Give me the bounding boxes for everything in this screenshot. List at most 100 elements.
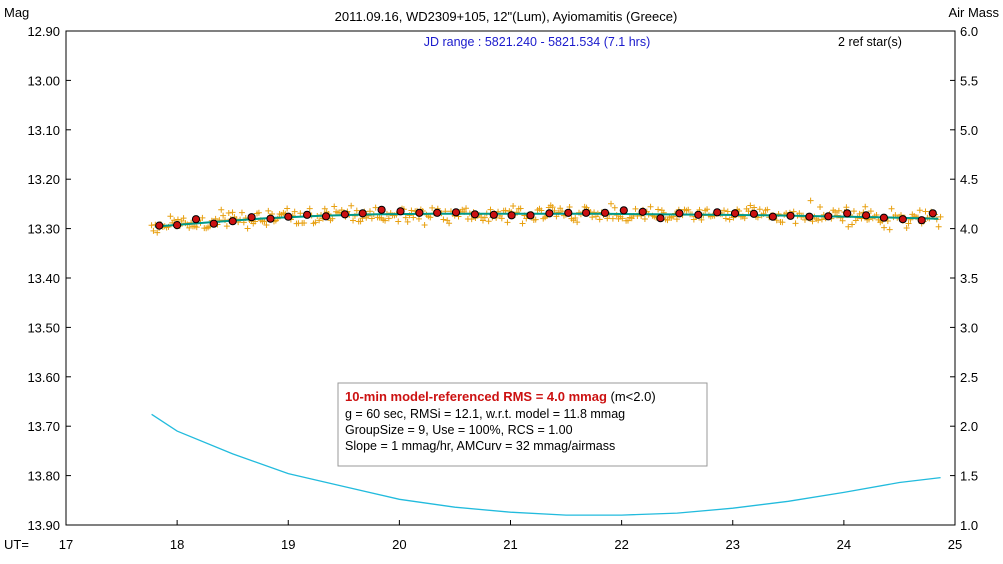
binned-point — [173, 221, 182, 230]
ref-stars-label: 2 ref star(s) — [838, 35, 902, 49]
raw-point — [517, 205, 524, 212]
stats-box: 10-min model-referenced RMS = 4.0 mmag (… — [337, 382, 708, 467]
binned-point — [321, 212, 331, 221]
raw-point — [698, 216, 705, 223]
raw-point — [167, 213, 174, 220]
raw-point — [664, 217, 671, 224]
binned-point — [526, 211, 535, 220]
raw-point — [427, 214, 434, 221]
raw-point — [572, 214, 579, 221]
raw-point — [849, 221, 856, 228]
chart-title: 2011.09.16, WD2309+105, 12"(Lum), Ayioma… — [335, 9, 678, 24]
raw-point — [835, 207, 842, 214]
raw-point — [519, 220, 526, 227]
raw-point — [348, 202, 355, 209]
right-tick-label: 2.5 — [960, 370, 978, 385]
binned-point — [824, 212, 833, 221]
binned-point — [656, 214, 665, 223]
raw-point — [647, 203, 654, 210]
raw-point — [724, 208, 731, 215]
x-tick-label: 22 — [614, 537, 628, 552]
raw-point — [331, 203, 338, 210]
raw-point — [807, 197, 814, 204]
raw-point — [903, 225, 910, 232]
binned-point — [928, 209, 937, 218]
x-axis-label: UT= — [4, 537, 29, 552]
raw-point — [440, 216, 447, 223]
binned-point — [209, 219, 218, 228]
right-axis-label: Air Mass — [948, 5, 999, 20]
raw-point — [609, 215, 616, 222]
raw-point — [818, 216, 825, 223]
raw-point — [329, 215, 336, 222]
raw-point — [385, 215, 392, 222]
binned-point — [786, 211, 795, 220]
right-tick-label: 1.0 — [960, 518, 978, 533]
raw-point — [916, 207, 923, 214]
right-tick-label: 3.5 — [960, 271, 978, 286]
raw-point — [306, 205, 313, 212]
raw-point — [574, 219, 581, 226]
raw-point — [404, 218, 411, 225]
binned-point — [451, 208, 461, 217]
raw-point — [244, 225, 251, 232]
raw-point — [284, 205, 291, 212]
raw-point — [485, 218, 492, 225]
raw-point — [862, 203, 869, 210]
raw-point — [817, 203, 824, 210]
raw-point — [502, 207, 509, 214]
right-tick-label: 5.0 — [960, 123, 978, 138]
raw-point — [510, 203, 517, 210]
binned-point — [303, 210, 312, 219]
binned-point — [768, 212, 777, 221]
binned-point — [917, 216, 926, 225]
raw-point — [690, 216, 697, 223]
right-tick-label: 1.5 — [960, 469, 978, 484]
raw-point — [382, 217, 389, 224]
raw-point — [888, 205, 895, 212]
raw-point — [487, 206, 494, 213]
raw-point — [193, 224, 200, 231]
rms-condition: (m<2.0) — [607, 389, 656, 404]
left-tick-label: 13.80 — [27, 469, 60, 484]
raw-point — [881, 224, 888, 231]
raw-point — [316, 217, 323, 224]
binned-point — [377, 205, 386, 214]
binned-point — [396, 207, 405, 216]
raw-point — [446, 220, 453, 227]
binned-point — [507, 211, 516, 220]
raw-point — [498, 215, 505, 222]
binned-point — [489, 210, 498, 219]
raw-point — [845, 223, 852, 230]
raw-point — [408, 207, 415, 214]
raw-point — [792, 220, 799, 227]
x-tick-label: 23 — [726, 537, 740, 552]
raw-point — [353, 207, 360, 214]
raw-point — [415, 215, 422, 222]
x-tick-label: 21 — [503, 537, 517, 552]
binned-point — [879, 213, 889, 222]
binned-point — [600, 208, 610, 217]
raw-point — [186, 224, 193, 231]
raw-point — [624, 217, 631, 224]
raw-point — [180, 215, 187, 222]
right-tick-label: 2.0 — [960, 419, 978, 434]
raw-point — [229, 209, 236, 216]
binned-point — [730, 209, 740, 218]
raw-point — [608, 200, 615, 207]
left-tick-label: 13.60 — [27, 370, 60, 385]
binned-point — [545, 209, 554, 218]
raw-point — [611, 204, 618, 211]
raw-point — [741, 215, 748, 222]
binned-point — [805, 212, 814, 221]
stats-line-2: g = 60 sec, RMSi = 12.1, w.r.t. model = … — [345, 407, 625, 421]
raw-point — [905, 220, 912, 227]
binned-point — [582, 208, 591, 217]
binned-point — [266, 214, 275, 223]
raw-point — [312, 219, 319, 226]
raw-point — [357, 218, 364, 225]
raw-point — [291, 208, 298, 215]
raw-point — [238, 209, 245, 216]
raw-point — [751, 204, 758, 211]
binned-point — [675, 209, 684, 218]
